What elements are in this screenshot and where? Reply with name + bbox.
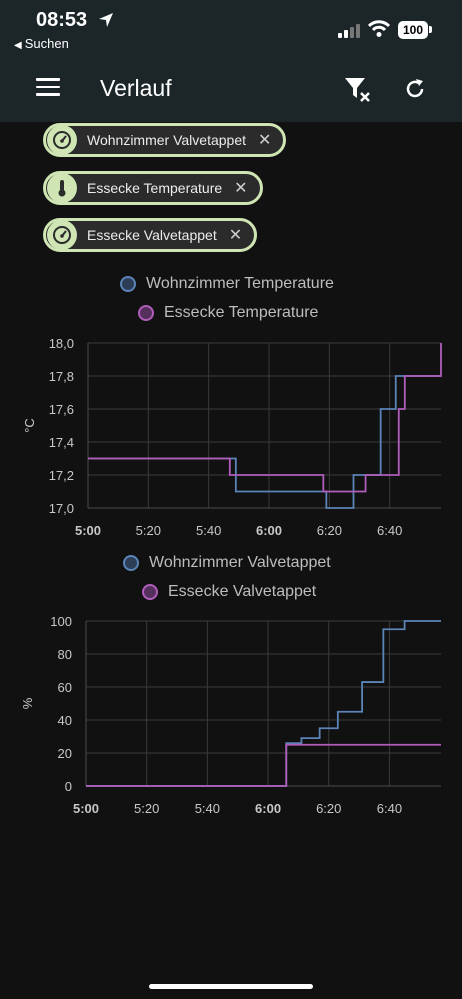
x-tick-label: 5:20: [134, 801, 159, 816]
clear-filter-icon[interactable]: [344, 76, 374, 104]
chip-essecke-valvetappet[interactable]: Essecke Valvetappet ✕: [43, 218, 258, 252]
legend-swatch: [138, 305, 154, 321]
y-axis-label: %: [20, 697, 35, 709]
legend-label: Wohnzimmer Temperature: [146, 275, 334, 292]
legend-label: Essecke Valvetappet: [168, 583, 317, 600]
x-tick-label: 6:40: [377, 523, 402, 538]
back-triangle-icon: ◀: [14, 40, 22, 51]
y-tick-label: 17,6: [49, 402, 74, 417]
close-icon[interactable]: ✕: [258, 132, 272, 149]
close-icon[interactable]: ✕: [234, 180, 248, 197]
y-tick-label: 17,0: [49, 501, 74, 516]
wifi-icon: [368, 20, 390, 37]
x-tick-label: 6:00: [256, 523, 282, 538]
series-line: [86, 620, 441, 787]
y-tick-label: 80: [58, 647, 72, 662]
series-line: [88, 343, 442, 493]
close-icon[interactable]: ✕: [228, 227, 243, 244]
y-tick-label: 60: [58, 680, 72, 695]
legend-swatch: [120, 276, 136, 292]
legend-label: Essecke Temperature: [164, 304, 319, 321]
legend-item[interactable]: Essecke Valvetappet: [142, 583, 316, 601]
y-tick-label: 20: [58, 746, 72, 761]
battery-indicator: 100: [398, 21, 428, 39]
battery-nub: [429, 26, 432, 33]
x-tick-label: 6:00: [255, 801, 281, 816]
chip-essecke-temperature[interactable]: Essecke Temperature ✕: [43, 171, 263, 205]
y-tick-label: 0: [65, 779, 72, 794]
location-arrow-icon: [99, 13, 113, 27]
valve-chart: 0 20 40 60 80 100 5:00 5:20 5:40 6:00 6:20 6:40%: [20, 614, 441, 816]
x-tick-label: 5:00: [73, 801, 99, 816]
gauge-icon: [47, 220, 77, 250]
y-tick-label: 17,8: [49, 369, 74, 384]
legend-item[interactable]: Wohnzimmer Valvetappet: [123, 554, 331, 572]
x-tick-label: 6:40: [377, 801, 402, 816]
back-label: Suchen: [24, 36, 69, 51]
series-line: [86, 743, 441, 787]
chip-label: Essecke Temperature: [87, 180, 223, 196]
home-indicator: [149, 984, 313, 989]
y-axis-label: °C: [22, 418, 37, 433]
refresh-icon[interactable]: [403, 77, 427, 101]
thermometer-icon: [47, 173, 77, 203]
y-tick-label: 17,2: [49, 468, 74, 483]
y-tick-label: 40: [58, 713, 72, 728]
status-time: 08:53: [36, 9, 88, 31]
legend-swatch: [142, 584, 158, 600]
x-tick-label: 5:40: [196, 523, 221, 538]
cellular-signal-icon: [338, 24, 360, 38]
x-tick-label: 6:20: [316, 801, 341, 816]
legend-item[interactable]: Wohnzimmer Temperature: [120, 275, 334, 293]
legend-item[interactable]: Essecke Temperature: [138, 304, 318, 322]
x-tick-label: 5:40: [195, 801, 220, 816]
gauge-icon: [47, 125, 77, 155]
page-title: Verlauf: [100, 75, 172, 101]
x-tick-label: 5:20: [136, 523, 161, 538]
legend-label: Wohnzimmer Valvetappet: [149, 554, 331, 571]
app-header: [0, 0, 462, 122]
x-tick-label: 5:00: [75, 523, 101, 538]
legend-swatch: [123, 555, 139, 571]
y-tick-label: 100: [50, 614, 72, 629]
y-tick-label: 17,4: [49, 435, 74, 450]
x-tick-label: 6:20: [317, 523, 342, 538]
chip-label: Wohnzimmer Valvetappet: [87, 132, 246, 148]
menu-button[interactable]: [36, 78, 60, 98]
chip-wohnzimmer-valvetappet[interactable]: Wohnzimmer Valvetappet ✕: [43, 123, 287, 157]
back-to-search-link[interactable]: ◀ Suchen: [14, 36, 69, 51]
y-tick-label: 18,0: [49, 336, 74, 351]
chip-label: Essecke Valvetappet: [87, 227, 217, 243]
temperature-chart: 17,0 17,2 17,4 17,6 17,8 18,0 5:00 5:20 5:40 6:00…: [22, 336, 442, 538]
